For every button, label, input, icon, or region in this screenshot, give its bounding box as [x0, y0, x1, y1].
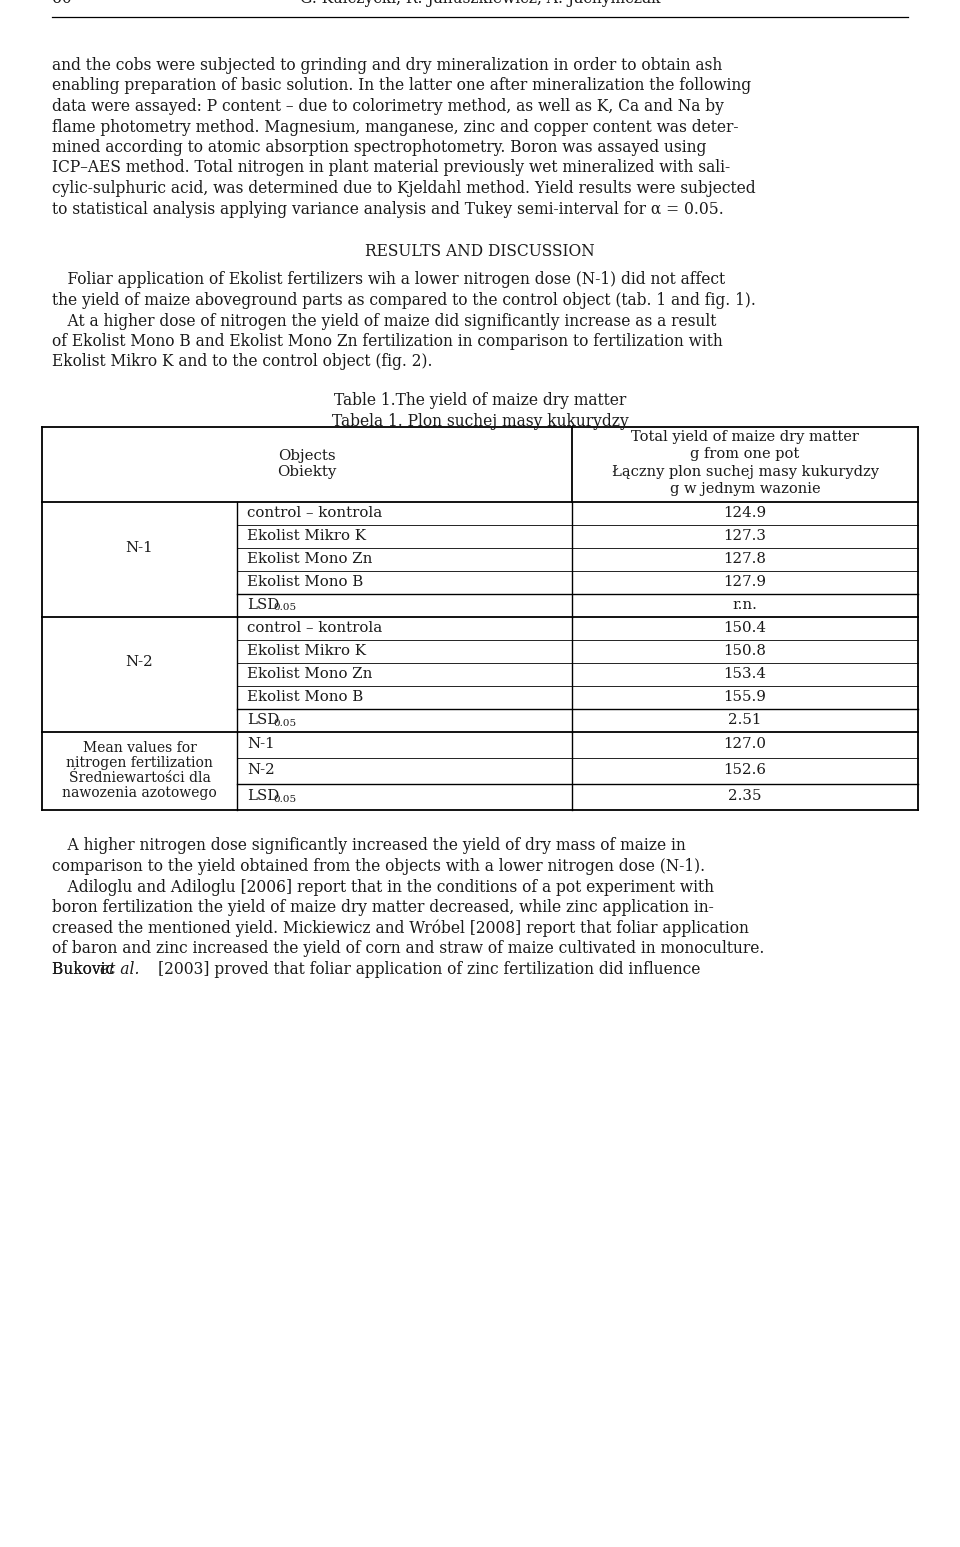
Text: 127.8: 127.8 — [724, 552, 766, 566]
Text: N-1: N-1 — [247, 738, 275, 752]
Text: ICP–AES method. Total nitrogen in plant material previously wet mineralized with: ICP–AES method. Total nitrogen in plant … — [52, 159, 731, 176]
Text: data were assayed: P content – due to colorimetry method, as well as K, Ca and N: data were assayed: P content – due to co… — [52, 97, 724, 114]
Text: nawozenia azotowego: nawozenia azotowego — [62, 786, 217, 800]
Text: mined according to atomic absorption spectrophotometry. Boron was assayed using: mined according to atomic absorption spe… — [52, 139, 707, 156]
Text: control – kontrola: control – kontrola — [247, 506, 382, 520]
Text: A higher nitrogen dose significantly increased the yield of dry mass of maize in: A higher nitrogen dose significantly inc… — [52, 837, 685, 854]
Text: 60: 60 — [52, 0, 72, 8]
Text: Ekolist Mono Zn: Ekolist Mono Zn — [247, 552, 372, 566]
Text: the yield of maize aboveground parts as compared to the control object (tab. 1 a: the yield of maize aboveground parts as … — [52, 292, 756, 309]
Text: g w jednym wazonie: g w jednym wazonie — [670, 483, 820, 497]
Text: g from one pot: g from one pot — [690, 447, 800, 461]
Text: control – kontrola: control – kontrola — [247, 620, 382, 634]
Text: of baron and zinc increased the yield of corn and straw of maize cultivated in m: of baron and zinc increased the yield of… — [52, 941, 764, 958]
Text: Mean values for: Mean values for — [83, 741, 197, 755]
Text: to statistical analysis applying variance analysis and Tukey semi-interval for α: to statistical analysis applying varianc… — [52, 201, 724, 218]
Text: Ekolist Mono Zn: Ekolist Mono Zn — [247, 667, 372, 681]
Text: LSD: LSD — [247, 713, 279, 727]
Text: G. Kulczycki, R. Januszkiewicz, A. Jachymczak: G. Kulczycki, R. Januszkiewicz, A. Jachy… — [300, 0, 660, 8]
Text: et al.: et al. — [101, 961, 140, 978]
Text: Objects: Objects — [278, 449, 336, 463]
Text: 152.6: 152.6 — [724, 764, 766, 778]
Text: boron fertilization the yield of maize dry matter decreased, while zinc applicat: boron fertilization the yield of maize d… — [52, 899, 713, 916]
Text: Bukovic: Bukovic — [52, 961, 119, 978]
Text: Ekolist Mono B: Ekolist Mono B — [247, 575, 363, 589]
Text: Bukovic et al.: Bukovic et al. — [52, 961, 158, 978]
Text: Table 1.The yield of maize dry matter: Table 1.The yield of maize dry matter — [334, 391, 626, 408]
Text: 2.51: 2.51 — [729, 713, 761, 727]
Text: Obiekty: Obiekty — [277, 466, 337, 480]
Text: Ekolist Mikro K: Ekolist Mikro K — [247, 644, 366, 657]
Text: N-2: N-2 — [247, 764, 275, 778]
Text: flame photometry method. Magnesium, manganese, zinc and copper content was deter: flame photometry method. Magnesium, mang… — [52, 119, 738, 136]
Text: comparison to the yield obtained from the objects with a lower nitrogen dose (N-: comparison to the yield obtained from th… — [52, 859, 706, 876]
Text: 127.3: 127.3 — [724, 529, 766, 543]
Text: 0.05: 0.05 — [273, 718, 296, 727]
Text: 0.05: 0.05 — [273, 795, 296, 804]
Text: 124.9: 124.9 — [724, 506, 767, 520]
Text: 150.4: 150.4 — [724, 620, 766, 634]
Text: 2.35: 2.35 — [729, 789, 761, 803]
Text: enabling preparation of basic solution. In the latter one after mineralization t: enabling preparation of basic solution. … — [52, 77, 751, 94]
Text: Średniewartości dla: Średniewartości dla — [68, 770, 210, 784]
Text: Tabela 1. Plon suchej masy kukurydzy: Tabela 1. Plon suchej masy kukurydzy — [331, 413, 629, 430]
Text: of Ekolist Mono B and Ekolist Mono Zn fertilization in comparison to fertilizati: of Ekolist Mono B and Ekolist Mono Zn fe… — [52, 333, 723, 350]
Text: Łączny plon suchej masy kukurydzy: Łączny plon suchej masy kukurydzy — [612, 466, 878, 480]
Text: Ekolist Mono B: Ekolist Mono B — [247, 690, 363, 704]
Text: LSD: LSD — [247, 599, 279, 613]
Text: 127.9: 127.9 — [724, 575, 766, 589]
Text: N-2: N-2 — [126, 656, 154, 670]
Text: 150.8: 150.8 — [724, 644, 766, 657]
Text: N-1: N-1 — [126, 540, 154, 554]
Text: Adiloglu and Adiloglu [2006] report that in the conditions of a pot experiment w: Adiloglu and Adiloglu [2006] report that… — [52, 879, 714, 896]
Text: Ekolist Mikro K and to the control object (fig. 2).: Ekolist Mikro K and to the control objec… — [52, 354, 433, 370]
Text: creased the mentioned yield. Mickiewicz and Wróbel [2008] report that foliar app: creased the mentioned yield. Mickiewicz … — [52, 919, 749, 937]
Text: Foliar application of Ekolist fertilizers wih a lower nitrogen dose (N-1) did no: Foliar application of Ekolist fertilizer… — [52, 272, 725, 288]
Text: Ekolist Mikro K: Ekolist Mikro K — [247, 529, 366, 543]
Text: nitrogen fertilization: nitrogen fertilization — [66, 756, 213, 770]
Text: 0.05: 0.05 — [273, 603, 296, 613]
Text: Bukovic         [2003] proved that foliar application of zinc fertilization did : Bukovic [2003] proved that foliar applic… — [52, 961, 701, 978]
Text: At a higher dose of nitrogen the yield of maize did significantly increase as a : At a higher dose of nitrogen the yield o… — [52, 312, 716, 330]
Text: LSD: LSD — [247, 789, 279, 803]
Text: Total yield of maize dry matter: Total yield of maize dry matter — [631, 430, 859, 444]
Text: RESULTS AND DISCUSSION: RESULTS AND DISCUSSION — [365, 243, 595, 260]
Text: cylic-sulphuric acid, was determined due to Kjeldahl method. Yield results were : cylic-sulphuric acid, was determined due… — [52, 179, 756, 196]
Text: 153.4: 153.4 — [724, 667, 766, 681]
Text: 155.9: 155.9 — [724, 690, 766, 704]
Text: 127.0: 127.0 — [724, 738, 766, 752]
Text: and the cobs were subjected to grinding and dry mineralization in order to obtai: and the cobs were subjected to grinding … — [52, 57, 722, 74]
Text: r.n.: r.n. — [732, 599, 757, 613]
